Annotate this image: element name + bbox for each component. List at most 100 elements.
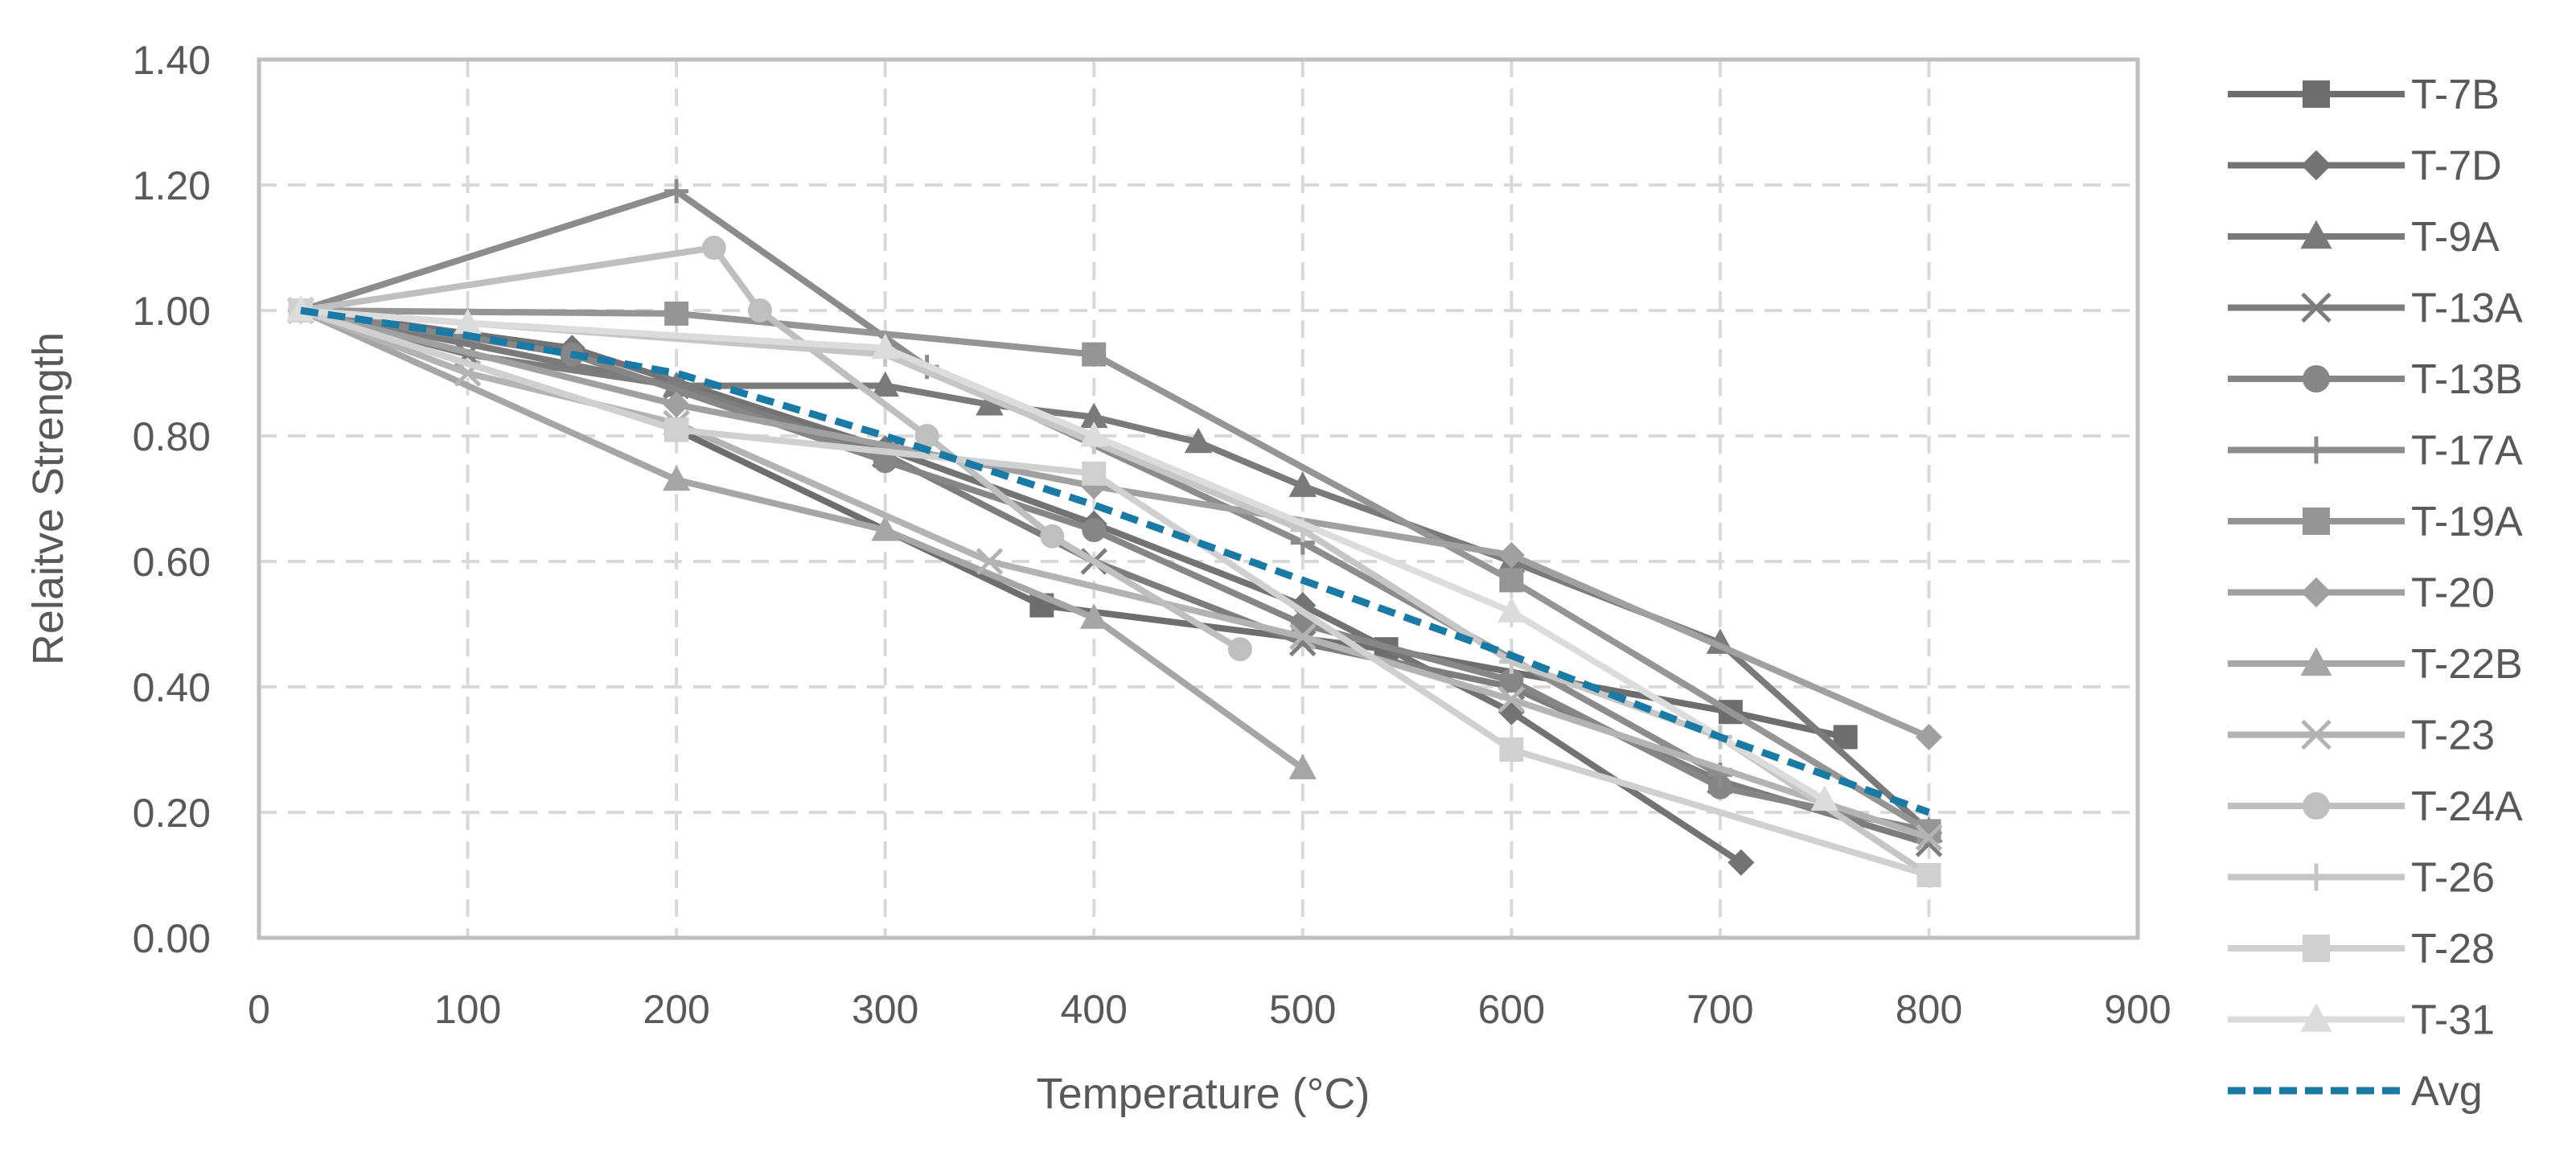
square-marker [2303,508,2330,535]
diamond-marker [2301,577,2332,608]
triangle-marker [1184,427,1213,454]
square-marker [1082,342,1107,367]
legend-label: T-13B [2411,356,2523,403]
legend-label: T-24A [2411,783,2523,830]
x-tick-label: 100 [434,987,501,1032]
triangle-marker [2300,1003,2332,1032]
x-tick-label: 900 [2104,987,2171,1032]
series-line [300,307,1930,835]
x-marker-stroke [1289,623,1317,651]
x-marker [2301,292,2332,323]
x-tick-label: 400 [1061,987,1128,1032]
x-tick-label: 300 [852,987,918,1032]
plot-border [257,57,2140,940]
legend: T-7B T-7D T-9A T-13A T-13B T-17A T-19A T-20 T-22… [2228,72,2523,1115]
x-tick-label: 800 [1896,987,1962,1032]
y-tick-label: 0.80 [133,414,211,459]
legend-label: T-7D [2411,143,2502,190]
diamond-marker [1289,592,1317,619]
triangle-marker [976,390,1004,416]
square-marker [1917,863,1941,887]
diamond-marker [663,391,690,418]
circle-marker [1040,524,1065,549]
plus-marker [2303,436,2330,464]
legend-item: T-24A [2228,783,2523,830]
x-tick-label: 600 [1478,987,1545,1032]
triangle-marker [1810,785,1839,811]
y-tick-label: 1.40 [133,38,211,83]
y-tick-label: 0.40 [133,665,211,710]
legend-item: T-13A [2228,286,2523,332]
y-axis-ticks: 0.00 0.20 0.40 0.60 0.80 1.00 1.20 1.40 [133,38,211,961]
y-tick-label: 1.00 [133,289,211,334]
x-marker [1289,623,1317,651]
legend-item: T-31 [2228,997,2495,1044]
x-marker-stroke [1915,824,1943,851]
triangle-marker [1079,421,1108,447]
square-marker [1499,568,1524,593]
triangle-marker [662,465,691,491]
legend-label: T-28 [2411,926,2495,972]
triangle-marker [1288,754,1317,779]
y-tick-label: 0.60 [133,540,211,585]
legend-label: T-17A [2411,428,2523,475]
legend-label: T-9A [2411,214,2500,261]
legend-label: Avg [2411,1068,2483,1115]
legend-item: T-9A [2228,214,2500,261]
triangle-marker [871,371,899,397]
x-marker-stroke [2301,292,2332,323]
x-tick-label: 700 [1687,987,1753,1032]
triangle-marker [2300,220,2332,249]
legend-label: T-19A [2411,499,2523,545]
y-tick-label: 0.00 [133,916,211,961]
square-marker [2303,80,2330,108]
diamond-marker [2301,150,2332,181]
x-axis-title: Temperature (°C) [1037,1070,1370,1118]
triangle-marker [871,516,899,541]
legend-label: T-20 [2411,570,2495,617]
triangle-marker [2300,647,2332,676]
plus-marker [2303,863,2330,891]
square-marker [664,301,689,326]
legend-item: T-7D [2228,143,2502,190]
x-marker-stroke [2301,719,2332,750]
circle-marker [701,236,726,260]
x-tick-label: 0 [248,987,270,1032]
circle-marker [914,424,939,448]
legend-item: T-26 [2228,855,2495,902]
x-marker [1915,824,1943,851]
x-axis-ticks: 0 100 200 300 400 500 600 700 800 900 [248,987,2171,1032]
diamond-marker [1498,541,1525,569]
triangle-marker [1079,402,1108,429]
square-marker [1082,461,1107,486]
circle-marker [2303,792,2330,820]
x-marker [2301,719,2332,750]
circle-marker [1499,668,1524,693]
legend-item: T-20 [2228,570,2495,617]
series-line [300,307,1826,803]
x-marker [976,548,1004,575]
legend-label: T-13A [2411,286,2523,332]
legend-item: T-19A [2228,499,2523,545]
legend-item: T-23 [2228,713,2495,759]
triangle-marker [454,308,482,335]
square-marker [664,417,689,442]
x-marker-stroke [1498,685,1526,713]
circle-marker [1227,637,1252,662]
x-marker-stroke [1289,629,1317,657]
legend-item: T-7B [2228,72,2500,118]
average-series [300,306,1930,816]
triangle-marker [1498,597,1526,623]
x-tick-label: 500 [1269,987,1336,1032]
legend-label: T-31 [2411,997,2495,1044]
series-line [300,245,1242,652]
x-marker-stroke [976,548,1004,575]
circle-marker [1082,518,1107,542]
legend-item: Avg [2228,1068,2483,1115]
y-tick-label: 1.20 [133,163,211,208]
square-marker [2303,935,2330,962]
triangle-marker [1288,471,1317,497]
series-t-31 [286,296,1839,811]
legend-label: T-7B [2411,72,2500,118]
legend-item: T-13B [2228,356,2523,403]
